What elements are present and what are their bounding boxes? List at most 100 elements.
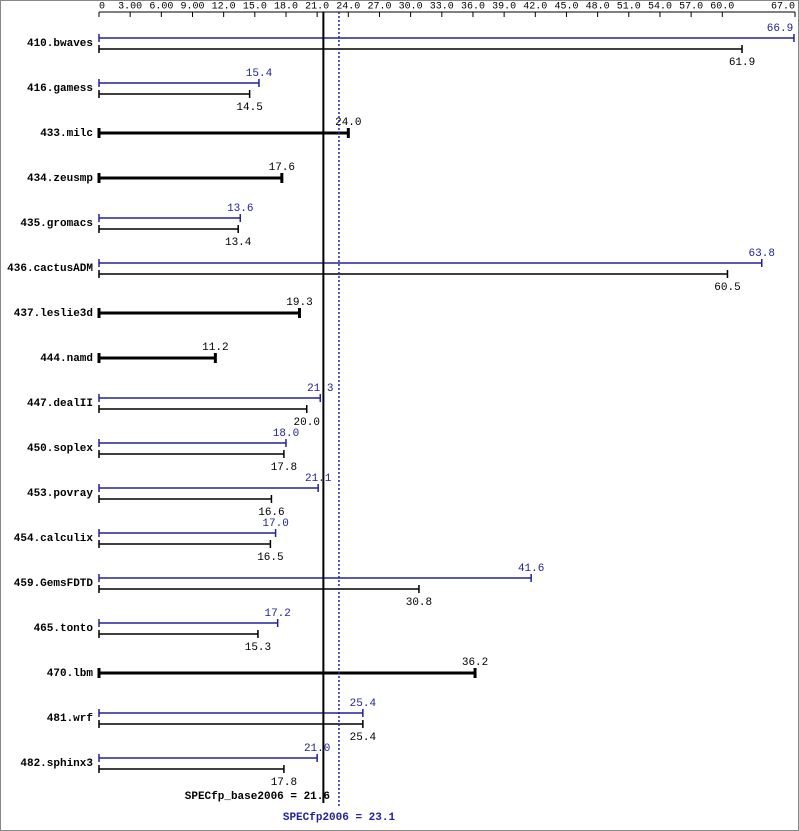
value-label: 17.8 <box>271 777 297 789</box>
x-tick-label: 24.0 <box>336 2 360 13</box>
bar-base <box>98 540 272 548</box>
x-tick-label: 39.0 <box>492 2 516 13</box>
value-label: 16.6 <box>258 507 284 519</box>
bar-peak <box>98 529 277 537</box>
bar-base <box>98 90 251 98</box>
bar <box>97 668 477 678</box>
row-label: 416.gamess <box>27 83 93 95</box>
value-label: 60.5 <box>714 282 740 294</box>
bar <box>97 308 301 318</box>
x-tick-label: 30.0 <box>399 2 423 13</box>
x-tick-label: 21.0 <box>305 2 329 13</box>
value-label: 21.1 <box>305 473 332 485</box>
bar <box>97 173 284 183</box>
row-label: 447.dealII <box>27 398 93 410</box>
bar-peak <box>98 79 260 87</box>
reference-label: SPECfp_base2006 = 21.6 <box>185 791 330 803</box>
x-tick-label: 45.0 <box>554 2 578 13</box>
value-label: 24.0 <box>335 117 361 129</box>
bar-base <box>98 720 364 728</box>
bar-peak <box>98 574 532 582</box>
bar-peak <box>98 34 795 42</box>
bar-peak <box>98 619 279 627</box>
bar-peak <box>98 754 318 762</box>
x-tick-label: 0 <box>99 2 105 13</box>
value-label: 15.3 <box>245 642 271 654</box>
x-tick-label: 42.0 <box>523 2 547 13</box>
x-tick-label: 27.0 <box>367 2 391 13</box>
value-label: 11.2 <box>202 342 228 354</box>
row-label: 470.lbm <box>47 668 94 680</box>
x-tick-label: 57.0 <box>679 2 703 13</box>
row-label: 433.milc <box>40 128 93 140</box>
value-label: 14.5 <box>236 102 262 114</box>
bar-base <box>98 270 729 278</box>
bar-peak <box>98 214 242 222</box>
row-label: 482.sphinx3 <box>20 758 93 770</box>
row-label: 453.povray <box>27 488 93 500</box>
row-label: 465.tonto <box>34 623 94 635</box>
reference-label: SPECfp2006 = 23.1 <box>283 812 396 824</box>
row-label: 434.zeusmp <box>27 173 93 185</box>
value-label: 13.6 <box>227 203 253 215</box>
value-label: 61.9 <box>729 57 755 69</box>
row-label: 410.bwaves <box>27 38 93 50</box>
value-label: 17.8 <box>271 462 297 474</box>
x-tick-label: 51.0 <box>617 2 641 13</box>
x-tick-label: 67.0 <box>771 2 795 13</box>
value-label: 36.2 <box>462 657 488 669</box>
x-tick-label: 12.0 <box>212 2 236 13</box>
x-tick-label: 9.00 <box>180 2 204 13</box>
value-label: 66.9 <box>767 23 793 35</box>
bar-peak <box>98 259 763 267</box>
bar-base <box>98 630 259 638</box>
row-label: 436.cactusADM <box>7 263 93 275</box>
bar-base <box>98 585 420 593</box>
x-tick-label: 48.0 <box>586 2 610 13</box>
row-label: 454.calculix <box>14 533 94 545</box>
value-label: 21.0 <box>304 743 330 755</box>
value-label: 20.0 <box>294 417 320 429</box>
value-label: 30.8 <box>406 597 432 609</box>
x-tick-label: 33.0 <box>430 2 454 13</box>
row-label: 450.soplex <box>27 443 93 455</box>
bar-base <box>98 45 743 53</box>
x-tick-label: 36.0 <box>461 2 485 13</box>
bar-base <box>98 405 308 413</box>
row-label: 444.namd <box>40 353 93 365</box>
value-label: 41.6 <box>518 563 544 575</box>
bar-base <box>98 495 273 503</box>
value-label: 25.4 <box>350 732 377 744</box>
value-label: 17.2 <box>264 608 290 620</box>
row-label: 437.leslie3d <box>14 308 93 320</box>
x-tick-label: 18.0 <box>274 2 298 13</box>
x-tick-label: 60.0 <box>710 2 734 13</box>
bar-peak <box>98 709 364 717</box>
value-label: 15.4 <box>246 68 273 80</box>
bar-base <box>98 225 239 233</box>
bar <box>97 353 217 363</box>
row-label: 435.gromacs <box>20 218 93 230</box>
value-label: 17.0 <box>262 518 288 530</box>
bar <box>97 128 350 138</box>
value-label: 18.0 <box>273 428 299 440</box>
x-tick-label: 54.0 <box>648 2 672 13</box>
bar-peak <box>98 484 319 492</box>
x-tick-label: 3.00 <box>118 2 142 13</box>
row-label: 459.GemsFDTD <box>14 578 94 590</box>
value-label: 25.4 <box>350 698 377 710</box>
value-label: 63.8 <box>749 248 775 260</box>
value-label: 13.4 <box>225 237 252 249</box>
value-label: 21.3 <box>307 383 333 395</box>
value-label: 19.3 <box>286 297 312 309</box>
x-tick-label: 15.0 <box>243 2 267 13</box>
value-label: 16.5 <box>257 552 283 564</box>
bar-base <box>98 450 285 458</box>
x-tick-label: 6.00 <box>149 2 173 13</box>
bar-peak <box>98 394 322 402</box>
bar-peak <box>98 439 287 447</box>
value-label: 17.6 <box>269 162 295 174</box>
row-label: 481.wrf <box>47 713 94 725</box>
